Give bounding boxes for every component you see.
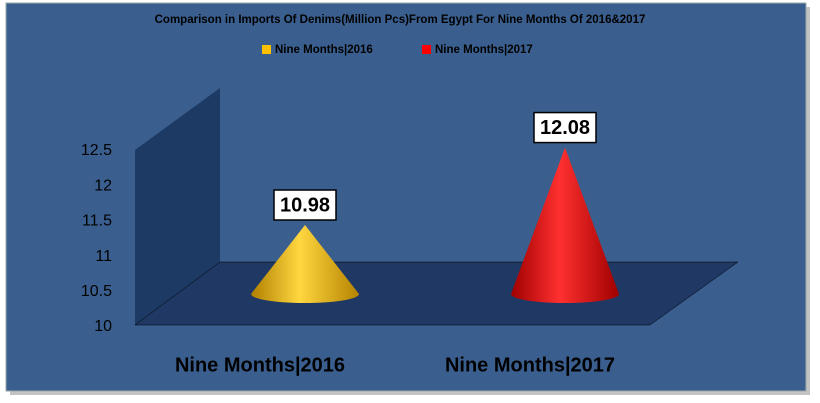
- y-tick-label: 11: [95, 248, 112, 265]
- x-tick-label: Nine Months|2016: [175, 354, 345, 376]
- y-tick-label: 12.5: [81, 142, 112, 159]
- y-tick-label: 10: [94, 318, 112, 335]
- cone: [511, 147, 619, 303]
- x-tick-label: Nine Months|2017: [445, 354, 615, 376]
- legend-swatch: [262, 45, 271, 54]
- cone: [251, 225, 359, 303]
- legend-swatch: [422, 45, 431, 54]
- value-label-box: [533, 111, 597, 144]
- chart-title: Comparison in Imports Of Denims(Million …: [155, 14, 646, 26]
- value-label: 12.08: [540, 117, 590, 139]
- y-tick-label: 12: [94, 177, 112, 194]
- chart-area: [5, 2, 807, 392]
- legend-label: Nine Months|2017: [435, 44, 533, 56]
- value-label-box: [273, 189, 337, 221]
- floor: [134, 261, 739, 326]
- value-label: 10.98: [280, 194, 330, 216]
- legend-label: Nine Months|2016: [275, 44, 373, 56]
- y-tick-label: 10.5: [81, 283, 112, 300]
- y-tick-label: 11.5: [82, 213, 112, 230]
- back-wall: [135, 88, 220, 325]
